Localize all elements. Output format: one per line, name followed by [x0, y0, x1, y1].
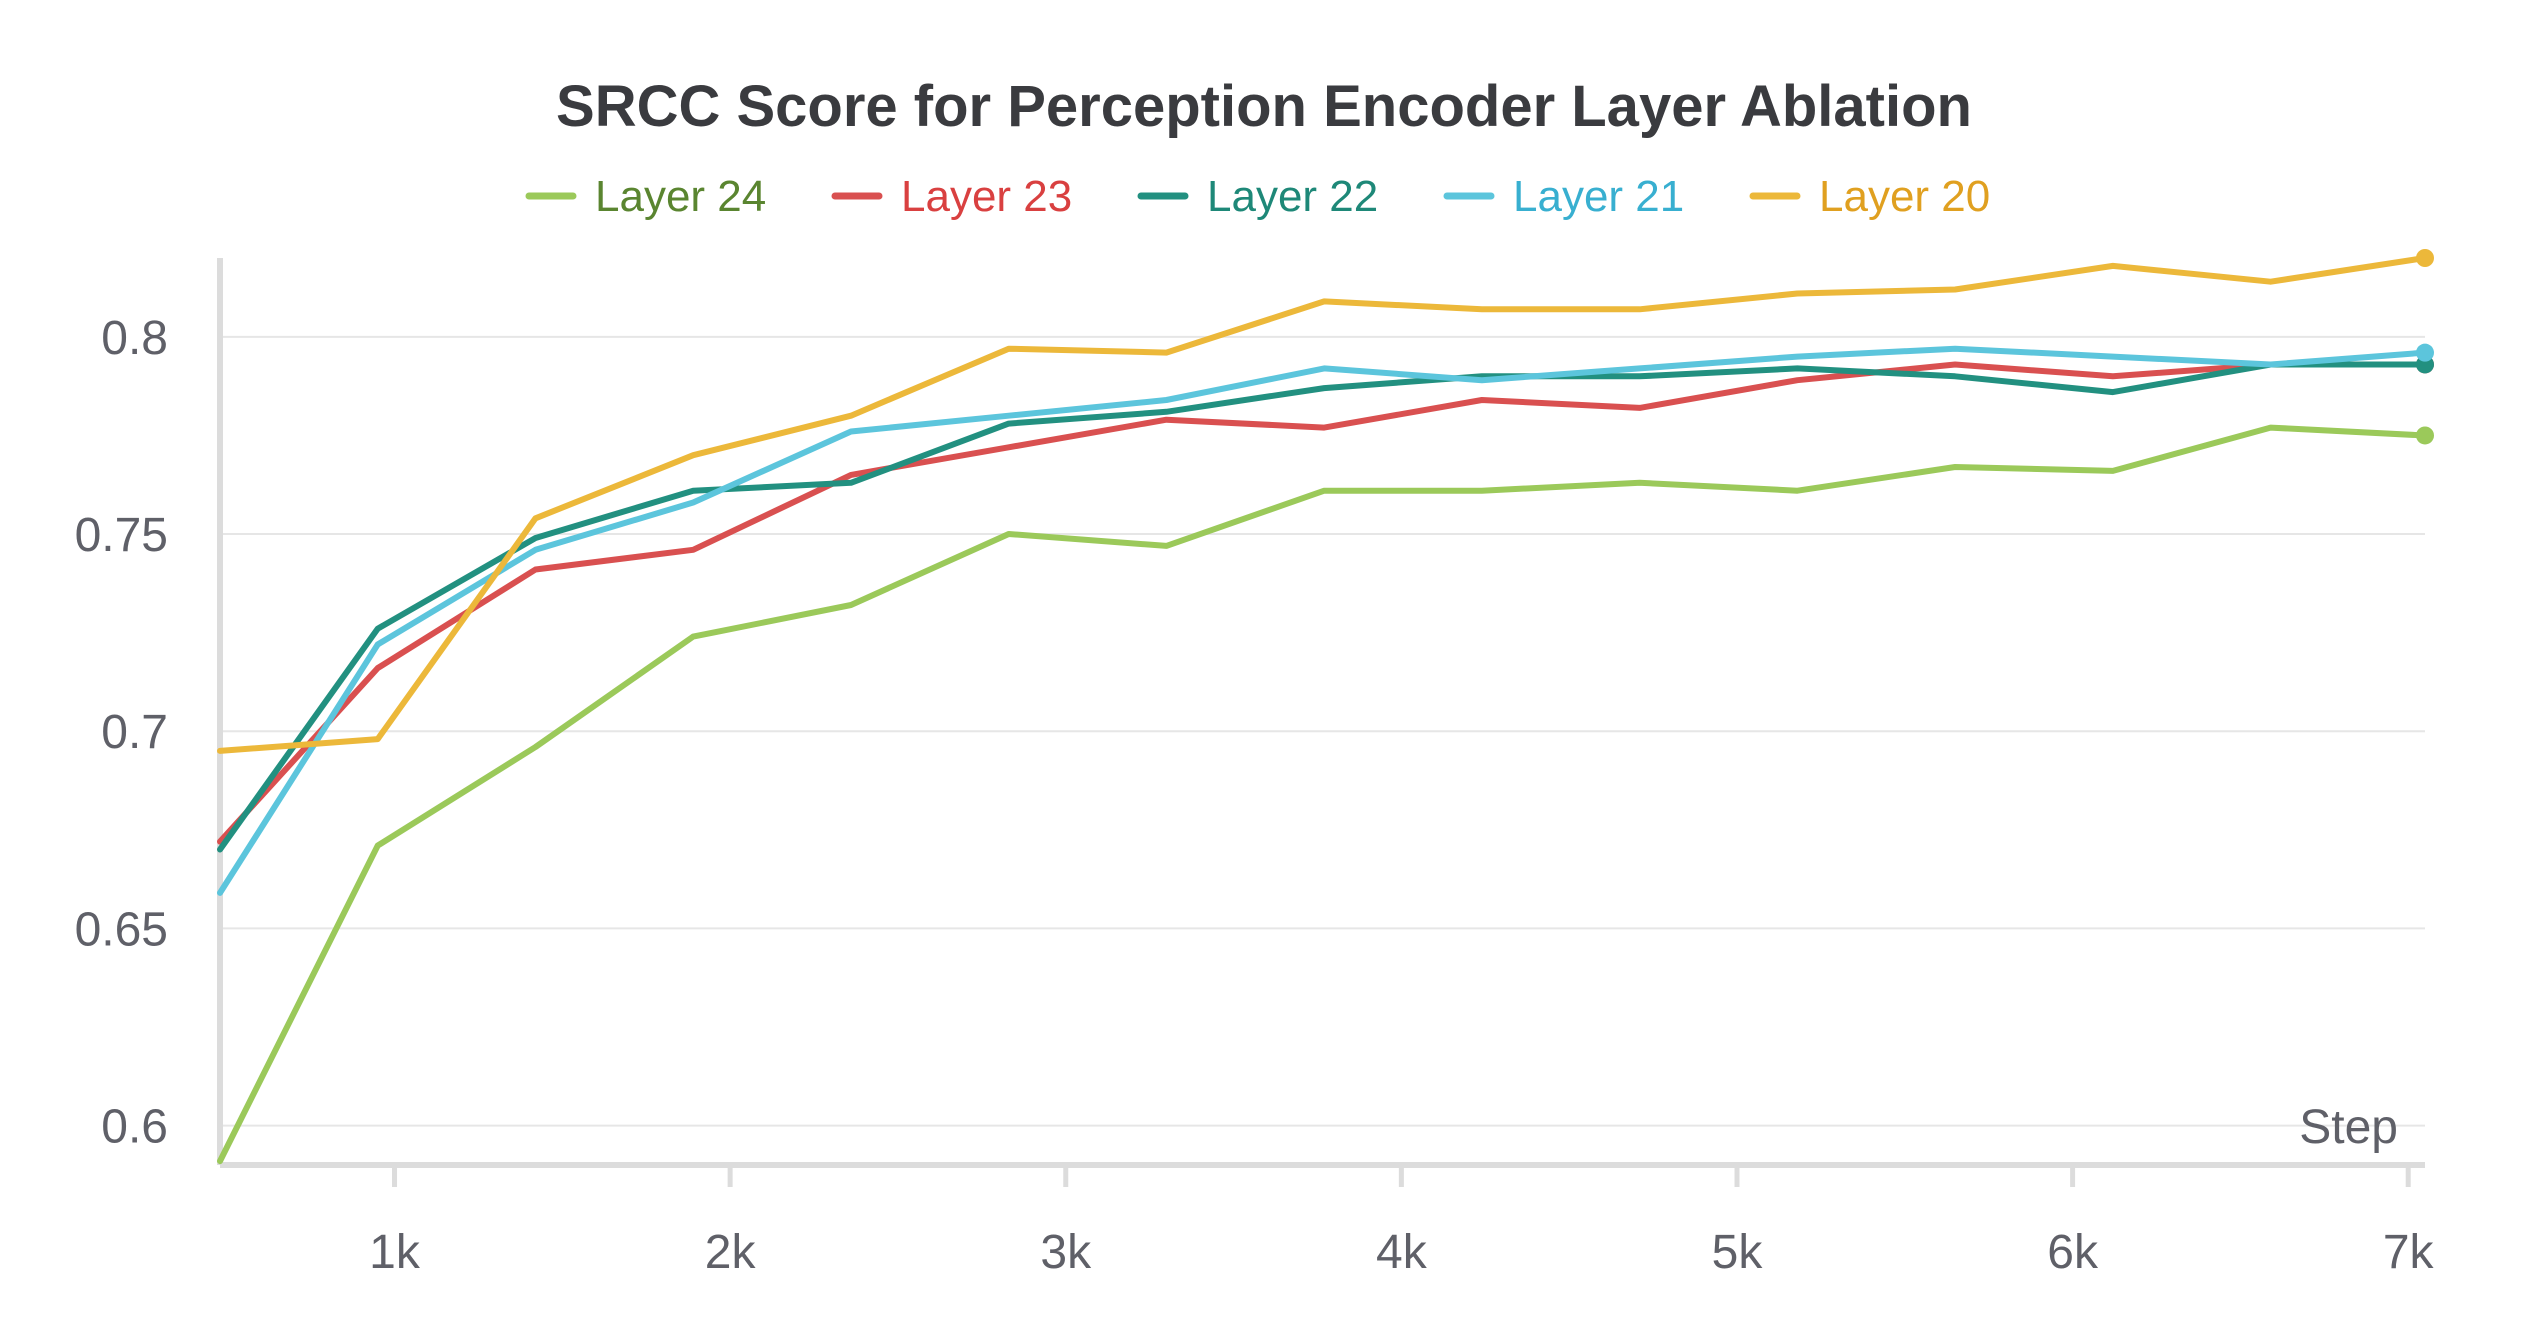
y-tick-label: 0.7 — [101, 706, 168, 759]
legend-item-layer-20[interactable]: Layer 20 — [1749, 172, 1990, 221]
x-tick-label: 7k — [2383, 1226, 2435, 1279]
legend-item-layer-23[interactable]: Layer 23 — [831, 172, 1072, 221]
series-line-layer-20 — [217, 255, 2428, 754]
x-tick-label: 2k — [705, 1226, 757, 1279]
x-ticks: 1k 2k 3k 4k 5k 6k 7k — [369, 1165, 2435, 1279]
grid — [220, 335, 2425, 1127]
series-endpoint-layer-21 — [2416, 343, 2434, 362]
x-tick-label: 4k — [1376, 1226, 1428, 1279]
series-endpoint-layer-20 — [2416, 249, 2434, 267]
legend-item-layer-24[interactable]: Layer 24 — [525, 172, 766, 221]
x-tick-label: 5k — [1712, 1226, 1764, 1279]
legend-label: Layer 21 — [1513, 172, 1684, 221]
x-tick-label: 1k — [369, 1226, 421, 1279]
series-group — [217, 249, 2434, 1165]
legend-item-layer-22[interactable]: Layer 22 — [1137, 172, 1378, 221]
x-tick-label: 3k — [1040, 1226, 1092, 1279]
x-tick-label: 6k — [2047, 1226, 2099, 1279]
series-endpoint-layer-24 — [2416, 426, 2434, 445]
legend: Layer 24 Layer 23 Layer 22 Layer 21 Layer 20 — [525, 172, 1990, 221]
series-line-layer-23 — [217, 361, 2428, 845]
series-line-layer-21 — [217, 345, 2428, 896]
legend-label: Layer 22 — [1207, 172, 1378, 221]
legend-label: Layer 20 — [1819, 172, 1990, 221]
y-tick-label: 0.65 — [75, 903, 168, 956]
x-axis-label: Step — [2299, 1101, 2398, 1154]
y-tick-label: 0.6 — [101, 1101, 168, 1154]
y-tick-label: 0.8 — [101, 312, 168, 365]
axes — [217, 258, 2425, 1168]
legend-label: Layer 24 — [595, 172, 766, 221]
series-line-layer-22 — [217, 361, 2428, 853]
y-tick-label: 0.75 — [75, 509, 168, 562]
series-line-layer-24 — [217, 424, 2428, 1165]
legend-item-layer-21[interactable]: Layer 21 — [1443, 172, 1684, 221]
legend-label: Layer 23 — [901, 172, 1072, 221]
y-ticks: 0.6 0.65 0.7 0.75 0.8 — [75, 312, 168, 1154]
chart-title: SRCC Score for Perception Encoder Layer … — [556, 74, 1972, 139]
